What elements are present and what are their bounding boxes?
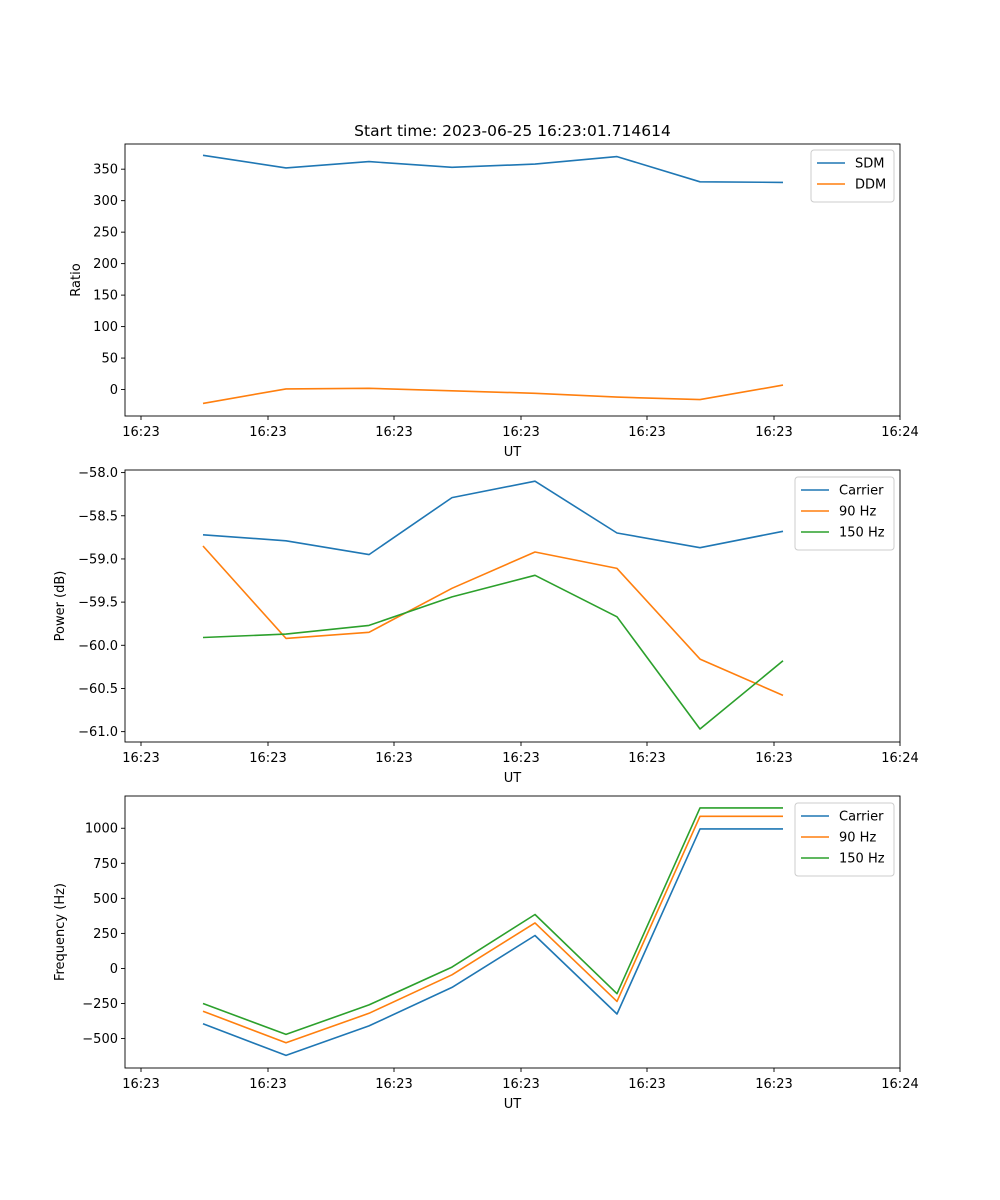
x-tick-label: 16:24: [881, 1077, 918, 1092]
y-axis-label: Power (dB): [53, 571, 68, 642]
series-line-carrier: [202, 828, 783, 1057]
x-tick-label: 16:24: [881, 425, 918, 440]
series-line-ddm: [202, 384, 784, 405]
x-tick-label: 16:23: [249, 425, 286, 440]
x-tick-label: 16:23: [755, 1077, 792, 1092]
x-tick-label: 16:23: [375, 425, 412, 440]
legend-label: 150 Hz: [839, 526, 885, 541]
x-tick-label: 16:23: [628, 425, 665, 440]
y-axis-label: Frequency (Hz): [53, 883, 68, 981]
y-tick-label: −61.0: [78, 725, 118, 740]
y-tick-label: 250: [93, 927, 118, 942]
x-tick-label: 16:23: [249, 751, 286, 766]
y-tick-label: 1000: [85, 822, 118, 837]
series-line-sdm: [202, 154, 784, 184]
y-tick-label: 100: [93, 320, 118, 335]
plot-frame: [124, 143, 901, 417]
panels: 16:23 16:23 16:23 16:23 16:23 16:23 16:24 0 50 10…: [53, 143, 919, 1112]
y-tick-label: 350: [93, 163, 118, 178]
x-tick-label: 16:23: [502, 751, 539, 766]
x-tick-label: 16:23: [755, 425, 792, 440]
y-tick-label: −59.0: [78, 552, 118, 567]
y-tick-label: 200: [93, 257, 118, 272]
panel-3: 16:23 16:23 16:23 16:23 16:23 16:23 16:24 −500 −…: [53, 795, 919, 1112]
y-tick-label: 0: [110, 962, 118, 977]
y-tick-label: −58.5: [78, 509, 118, 524]
x-tick-label: 16:23: [502, 1077, 539, 1092]
x-tick-label: 16:24: [881, 751, 918, 766]
x-axis-label: UT: [504, 445, 522, 460]
panel-2: 16:23 16:23 16:23 16:23 16:23 16:23 16:24 −61.0…: [53, 466, 919, 786]
legend-label: 90 Hz: [839, 505, 876, 520]
plot-frame: [124, 469, 901, 743]
x-tick-label: 16:23: [628, 751, 665, 766]
series-line-150-hz: [202, 574, 784, 730]
x-tick-label: 16:23: [755, 751, 792, 766]
legend-label: Carrier: [839, 810, 884, 825]
series-line-90-hz: [202, 815, 783, 1044]
y-tick-label: −58.0: [78, 466, 118, 481]
y-tick-label: −500: [82, 1032, 118, 1047]
y-tick-label: −250: [82, 997, 118, 1012]
x-tick-label: 16:23: [375, 1077, 412, 1092]
x-tick-label: 16:23: [502, 425, 539, 440]
series-line-carrier: [202, 480, 784, 556]
y-tick-label: 500: [93, 892, 118, 907]
y-tick-label: 250: [93, 226, 118, 241]
y-tick-label: 0: [110, 383, 118, 398]
legend-label: DDM: [855, 178, 886, 193]
y-axis-label: Ratio: [69, 263, 84, 296]
y-tick-label: 750: [93, 857, 118, 872]
figure-title: Start time: 2023-06-25 16:23:01.714614: [354, 122, 671, 140]
x-tick-label: 16:23: [122, 425, 159, 440]
panel-1: 16:23 16:23 16:23 16:23 16:23 16:23 16:24 0 50 10…: [69, 143, 919, 460]
x-tick-label: 16:23: [375, 751, 412, 766]
y-tick-label: −59.5: [78, 596, 118, 611]
x-axis-label: UT: [504, 771, 522, 786]
legend-label: Carrier: [839, 484, 884, 499]
series-line-150-hz: [202, 807, 783, 1036]
y-tick-label: 150: [93, 289, 118, 304]
y-tick-label: −60.0: [78, 639, 118, 654]
y-tick-label: 50: [101, 352, 118, 367]
x-tick-label: 16:23: [249, 1077, 286, 1092]
x-axis-label: UT: [504, 1097, 522, 1112]
legend-label: 90 Hz: [839, 831, 876, 846]
x-tick-label: 16:23: [122, 751, 159, 766]
x-tick-label: 16:23: [122, 1077, 159, 1092]
y-tick-label: −60.5: [78, 682, 118, 697]
series-line-90-hz: [202, 545, 784, 697]
legend-label: SDM: [855, 157, 884, 172]
y-tick-label: 300: [93, 194, 118, 209]
legend-label: 150 Hz: [839, 852, 885, 867]
x-tick-label: 16:23: [628, 1077, 665, 1092]
plot-frame: [124, 795, 901, 1069]
